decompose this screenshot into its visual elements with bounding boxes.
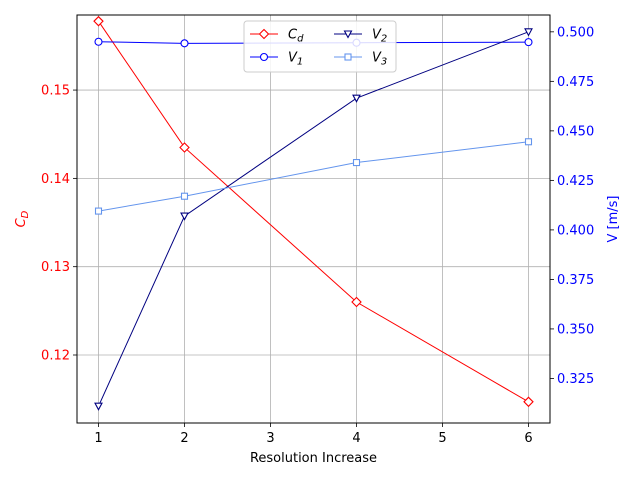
data-point [523, 396, 534, 408]
data-point [93, 15, 104, 27]
data-point [258, 28, 270, 40]
y-right-tick-label: 0.325 [557, 372, 594, 387]
data-point [343, 30, 353, 39]
x-tick-label: 6 [524, 431, 532, 446]
grid [77, 15, 550, 423]
y-left-tick-label: 0.15 [41, 84, 70, 99]
data-point [180, 39, 189, 48]
plot-frame [76, 14, 551, 424]
data-point [344, 53, 352, 61]
data-point [94, 402, 103, 411]
y-left-tick-label: 0.12 [41, 349, 70, 364]
data-point [524, 38, 533, 47]
data-point [259, 52, 269, 62]
y-axis-right-title-text: V [m/s] [606, 196, 621, 243]
y-axis-right-title: V [m/s] [606, 196, 621, 243]
data-point [524, 28, 533, 37]
data-point [524, 138, 533, 146]
x-tick-label: 4 [352, 431, 360, 446]
data-point [94, 207, 103, 215]
data-point [180, 212, 189, 221]
series-line [98, 20, 529, 403]
x-tick-label: 3 [266, 431, 274, 446]
y-right-tick-label: 0.475 [557, 75, 594, 90]
y-axis-left-title: CD [14, 210, 31, 227]
data-point [352, 159, 361, 167]
y-axis-left: 0.12 0.13 0.14 0.15 [41, 84, 77, 364]
x-tick-label: 5 [438, 431, 446, 446]
x-tick-label: 2 [180, 431, 188, 446]
y-axis-left-title-text: CD [14, 210, 31, 227]
series-v2 [94, 28, 533, 411]
data-point [94, 37, 103, 46]
data-point [351, 296, 362, 308]
y-left-tick-label: 0.13 [41, 260, 70, 275]
data-point [179, 142, 190, 153]
x-axis-title: Resolution Increase [250, 451, 377, 466]
series-line [98, 141, 529, 212]
series-line [98, 31, 529, 407]
data-point [352, 94, 361, 103]
y-right-tick-label: 0.400 [557, 223, 594, 238]
series-layer [93, 15, 534, 411]
x-tick-label: 1 [94, 431, 102, 446]
series-cd [93, 15, 534, 408]
series-v3 [94, 138, 533, 215]
data-point [180, 192, 189, 200]
y-right-tick-label: 0.375 [557, 273, 594, 288]
y-right-tick-label: 0.425 [557, 174, 594, 189]
x-axis: 1 2 3 4 5 6 [94, 423, 533, 446]
y-right-tick-label: 0.350 [557, 322, 594, 337]
y-right-tick-label: 0.450 [557, 124, 594, 139]
y-axis-right: 0.325 0.350 0.375 0.400 0.425 0.450 0.475 0.500 [550, 25, 594, 387]
y-right-tick-label: 0.500 [557, 25, 594, 40]
y-left-tick-label: 0.14 [41, 172, 70, 187]
